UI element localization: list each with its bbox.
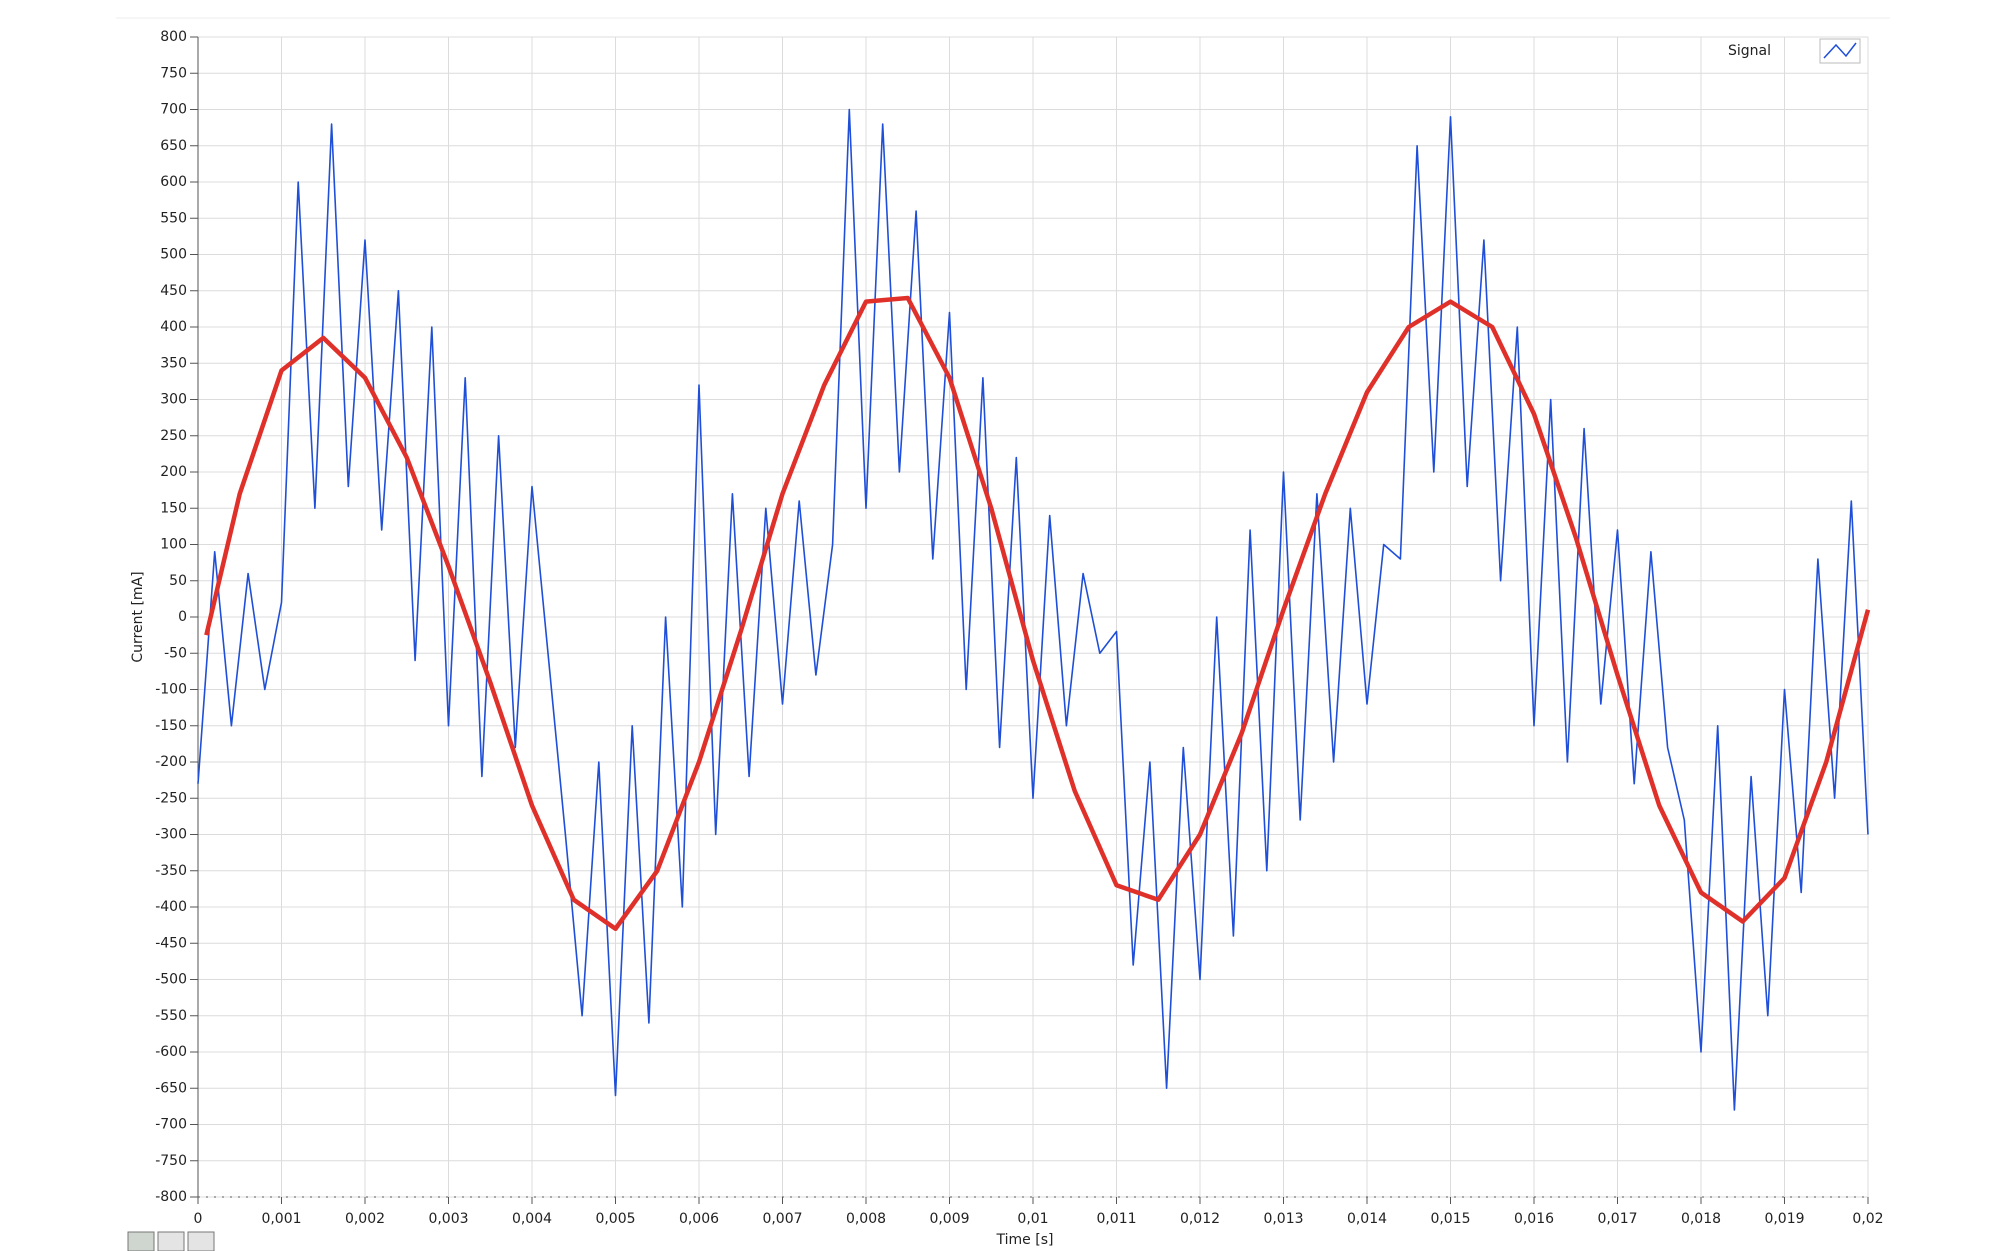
y-tick-label: 400	[160, 319, 187, 335]
y-tick-label: -550	[155, 1008, 187, 1024]
x-tick-label: 0,003	[428, 1211, 468, 1227]
x-tick-label: 0,008	[846, 1211, 886, 1227]
y-tick-label: 150	[160, 500, 187, 516]
y-tick-label: 800	[160, 29, 187, 45]
x-tick-label: 0,016	[1514, 1211, 1554, 1227]
y-tick-label: 50	[169, 573, 187, 589]
y-tick-label: -600	[155, 1044, 187, 1060]
x-tick-label: 0,009	[929, 1211, 969, 1227]
cursor-tool[interactable]	[127, 1231, 155, 1251]
y-tick-label: -350	[155, 863, 187, 879]
x-tick-label: 0,01	[1017, 1211, 1048, 1227]
x-tick-label: 0,011	[1096, 1211, 1136, 1227]
x-tick-label: 0,02	[1852, 1211, 1883, 1227]
y-tick-label: -300	[155, 827, 187, 843]
toolbar	[127, 1231, 215, 1251]
x-tick-label: 0,004	[512, 1211, 552, 1227]
x-tick-label: 0,014	[1347, 1211, 1387, 1227]
x-tick-label: 0,018	[1681, 1211, 1721, 1227]
y-tick-label: -450	[155, 935, 187, 951]
y-tick-label: 300	[160, 392, 187, 408]
x-tick-label: 0,015	[1430, 1211, 1470, 1227]
x-tick-label: 0,013	[1263, 1211, 1303, 1227]
y-tick-label: -750	[155, 1153, 187, 1169]
y-tick-label: 700	[160, 102, 187, 118]
y-tick-label: -50	[164, 645, 187, 661]
x-tick-label: 0,006	[679, 1211, 719, 1227]
pan-tool[interactable]	[187, 1231, 215, 1251]
y-tick-label: -200	[155, 754, 187, 770]
legend-swatch-box	[1819, 38, 1861, 64]
x-tick-label: 0,012	[1180, 1211, 1220, 1227]
y-tick-label: 500	[160, 247, 187, 263]
y-tick-label: 200	[160, 464, 187, 480]
y-tick-label: 550	[160, 210, 187, 226]
x-tick-label: 0,019	[1764, 1211, 1804, 1227]
legend-swatch	[1823, 42, 1857, 59]
y-tick-label: -100	[155, 682, 187, 698]
y-tick-label: -250	[155, 790, 187, 806]
y-tick-label: 350	[160, 355, 187, 371]
y-tick-label: 600	[160, 174, 187, 190]
y-tick-label: -400	[155, 899, 187, 915]
y-tick-label: 0	[178, 609, 187, 625]
y-tick-label: -650	[155, 1080, 187, 1096]
zoom-tool[interactable]	[157, 1231, 185, 1251]
y-tick-label: -150	[155, 718, 187, 734]
y-tick-label: -500	[155, 972, 187, 988]
y-tick-label: -800	[155, 1189, 187, 1205]
x-tick-label: 0,017	[1597, 1211, 1637, 1227]
series-line	[204, 295, 1871, 931]
x-tick-label: 0,007	[762, 1211, 802, 1227]
y-tick-label: 650	[160, 138, 187, 154]
x-axis-label: Time [s]	[996, 1232, 1054, 1248]
y-tick-label: 450	[160, 283, 187, 299]
x-tick-label: 0,005	[595, 1211, 635, 1227]
y-tick-label: 750	[160, 65, 187, 81]
x-tick-label: 0,001	[261, 1211, 301, 1227]
y-tick-label: 100	[160, 537, 187, 553]
y-tick-label: 250	[160, 428, 187, 444]
x-tick-label: 0,002	[345, 1211, 385, 1227]
y-axis-label: Current [mA]	[130, 571, 146, 662]
legend-label: Signal	[1728, 43, 1771, 59]
x-tick-label: 0	[194, 1211, 203, 1227]
y-tick-label: -700	[155, 1117, 187, 1133]
